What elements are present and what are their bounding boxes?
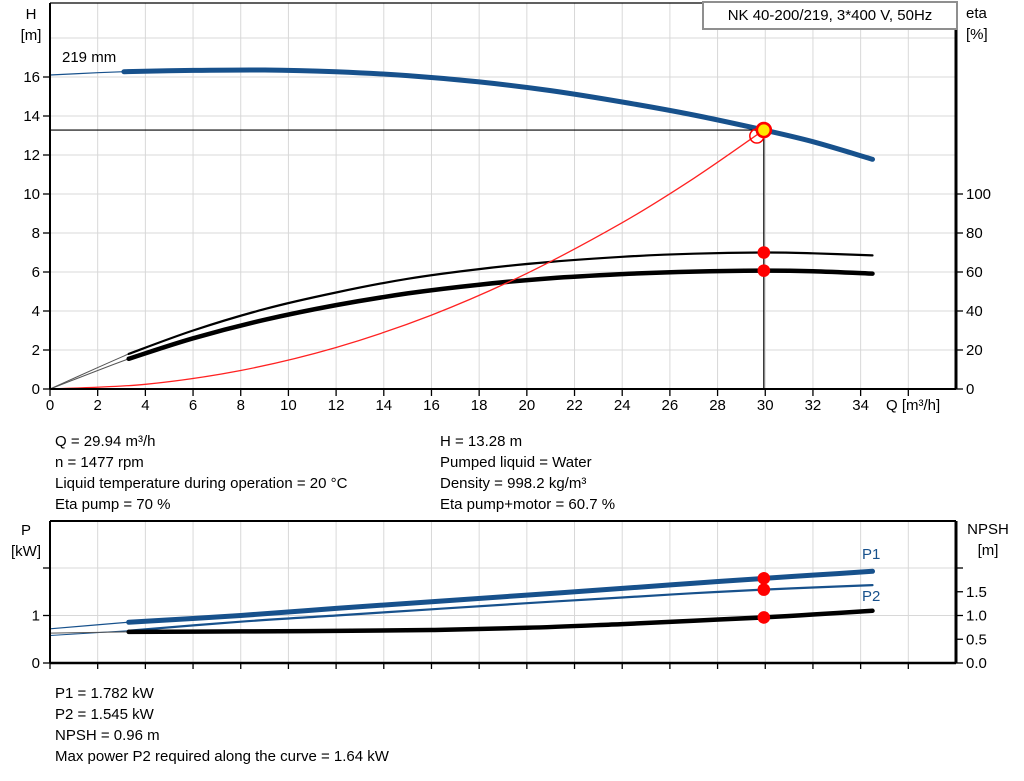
h-axis-unit: [m] xyxy=(20,27,42,44)
bottom-chart-svg: 0 1 0.0 0.5 1.0 1.5 xyxy=(32,520,987,672)
npsh-axis-unit: [m] xyxy=(977,542,999,559)
head-curve-219mm xyxy=(121,67,875,162)
svg-text:10: 10 xyxy=(23,186,40,203)
info-flow: Q = 29.94 m³/h xyxy=(55,433,156,450)
power-info-block: P1 = 1.782 kW P2 = 1.545 kW NPSH = 0.96 … xyxy=(55,683,389,767)
svg-text:0.0: 0.0 xyxy=(966,655,987,672)
h-axis-title: H [m] xyxy=(12,4,50,46)
h-axis-symbol: H xyxy=(25,6,37,23)
svg-text:60: 60 xyxy=(966,264,983,281)
svg-text:0: 0 xyxy=(32,381,40,398)
svg-text:20: 20 xyxy=(518,397,535,414)
pump-title-box: NK 40-200/219, 3*400 V, 50Hz xyxy=(702,1,958,30)
svg-text:32: 32 xyxy=(805,397,822,414)
npsh-curve xyxy=(126,608,875,635)
svg-text:10: 10 xyxy=(280,397,297,414)
svg-text:8: 8 xyxy=(32,225,40,242)
top-chart-svg: 0 2 4 6 8 10 12 14 16 18 20 22 24 26 28 30 32 34 Q [m³/h]0… xyxy=(23,2,991,414)
npsh-curve-lead xyxy=(49,631,129,634)
svg-text:26: 26 xyxy=(662,397,679,414)
p2-curve xyxy=(127,584,874,632)
npsh-axis-symbol: NPSH xyxy=(967,521,1009,538)
p2-curve-lead xyxy=(49,630,129,636)
info-p1: P1 = 1.782 kW xyxy=(55,685,154,702)
svg-text:12: 12 xyxy=(23,147,40,164)
marker-npsh-curve xyxy=(757,611,771,624)
svg-text:0: 0 xyxy=(966,381,974,398)
info-max-power: Max power P2 required along the curve = … xyxy=(55,748,389,765)
eta-axis-title: eta [%] xyxy=(966,3,1010,45)
svg-text:16: 16 xyxy=(23,69,40,86)
duty-info-left: Q = 29.94 m³/h n = 1477 rpm Liquid tempe… xyxy=(55,431,347,515)
npsh-axis-title: NPSH [m] xyxy=(958,519,1018,561)
svg-text:18: 18 xyxy=(471,397,488,414)
svg-text:0: 0 xyxy=(32,655,40,672)
marker-eta-pump xyxy=(757,246,771,259)
svg-text:40: 40 xyxy=(966,303,983,320)
eta-axis-symbol: eta xyxy=(966,5,987,22)
info-liquid-temp: Liquid temperature during operation = 20… xyxy=(55,475,348,492)
eta-pump-lead xyxy=(49,353,129,390)
svg-text:6: 6 xyxy=(189,397,197,414)
eta-pump-motor-lead xyxy=(49,358,129,390)
svg-text:14: 14 xyxy=(375,397,392,414)
head-curve-219mm-lead xyxy=(49,71,124,76)
marker-p2-curve xyxy=(757,583,771,596)
info-eta-pump: Eta pump = 70 % xyxy=(55,496,171,513)
marker-p1-curve xyxy=(757,572,771,585)
svg-text:4: 4 xyxy=(141,397,149,414)
info-p2: P2 = 1.545 kW xyxy=(55,706,154,723)
p-axis-symbol: P xyxy=(20,522,31,539)
info-head: H = 13.28 m xyxy=(440,433,523,450)
svg-text:1: 1 xyxy=(32,608,40,625)
svg-text:12: 12 xyxy=(328,397,345,414)
p1-curve-lead xyxy=(49,621,129,630)
info-npsh: NPSH = 0.96 m xyxy=(55,727,160,744)
duty-point-marker xyxy=(755,121,773,139)
info-eta-pump-motor: Eta pump+motor = 60.7 % xyxy=(440,496,616,513)
svg-text:22: 22 xyxy=(566,397,583,414)
svg-text:34: 34 xyxy=(852,397,869,414)
svg-text:24: 24 xyxy=(614,397,631,414)
svg-text:6: 6 xyxy=(32,264,40,281)
info-speed: n = 1477 rpm xyxy=(55,454,144,471)
svg-text:0.5: 0.5 xyxy=(966,631,987,648)
svg-text:14: 14 xyxy=(23,108,40,125)
svg-text:20: 20 xyxy=(966,342,983,359)
svg-text:80: 80 xyxy=(966,225,983,242)
svg-text:4: 4 xyxy=(32,303,40,320)
info-density: Density = 998.2 kg/m³ xyxy=(440,475,587,492)
svg-text:1.0: 1.0 xyxy=(966,608,987,625)
svg-text:100: 100 xyxy=(966,186,991,203)
info-pumped-liquid: Pumped liquid = Water xyxy=(440,454,592,471)
svg-text:8: 8 xyxy=(237,397,245,414)
q-axis-title: Q [m³/h] xyxy=(886,397,940,414)
eta-axis-unit: [%] xyxy=(966,26,988,43)
svg-text:2: 2 xyxy=(94,397,102,414)
svg-text:2: 2 xyxy=(32,342,40,359)
p-axis-title: P [kW] xyxy=(4,520,48,562)
system-curve xyxy=(49,129,765,390)
duty-info-right: H = 13.28 m Pumped liquid = Water Densit… xyxy=(440,431,615,515)
svg-text:1.5: 1.5 xyxy=(966,584,987,601)
svg-text:0: 0 xyxy=(46,397,54,414)
p1-curve-label: P1 xyxy=(862,546,881,563)
marker-eta-pump-motor xyxy=(757,264,771,277)
p-axis-unit: [kW] xyxy=(11,543,41,560)
svg-text:28: 28 xyxy=(709,397,726,414)
p2-curve-label: P2 xyxy=(862,588,881,605)
p1-curve xyxy=(126,568,875,625)
svg-text:30: 30 xyxy=(757,397,774,414)
svg-text:16: 16 xyxy=(423,397,440,414)
impeller-diameter-label: 219 mm xyxy=(62,49,117,66)
